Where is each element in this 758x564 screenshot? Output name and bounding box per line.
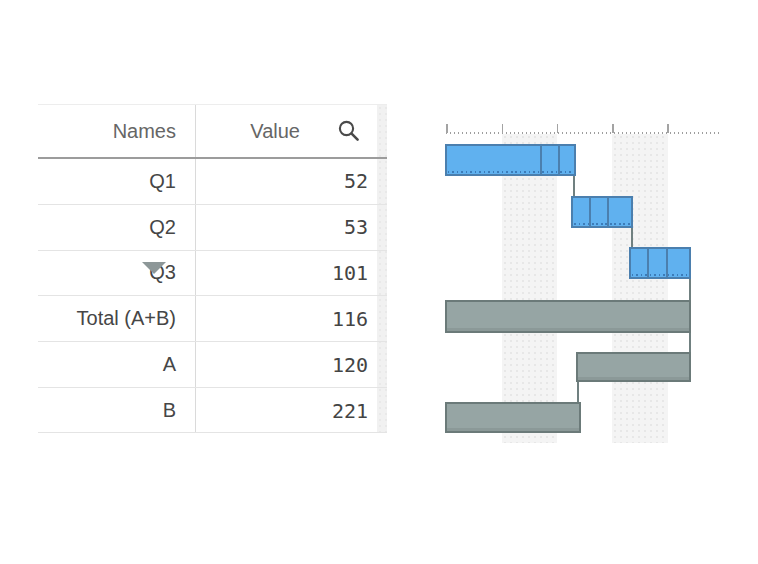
bar-segment-divider <box>647 247 649 279</box>
app-canvas: Names Value Q152Q253Q3101Total (A+B)116A… <box>0 0 758 564</box>
bar-b[interactable] <box>445 402 581 433</box>
alternating-band <box>612 134 668 443</box>
waterfall-connector <box>631 228 633 248</box>
axis-dotted-line <box>446 132 719 134</box>
waterfall-chart <box>0 0 758 564</box>
bar-segment-divider <box>558 144 560 176</box>
bar-segment-divider <box>589 196 591 228</box>
waterfall-connector <box>577 382 579 403</box>
alternating-band <box>502 134 557 443</box>
bar-segment-divider <box>607 196 609 228</box>
waterfall-connector <box>573 176 575 197</box>
bar-q3[interactable] <box>629 247 691 279</box>
axis-tick <box>557 124 559 133</box>
axis-tick <box>502 124 504 133</box>
bar-segment-divider <box>540 144 542 176</box>
bar-q1[interactable] <box>445 144 576 176</box>
bar-segment-divider <box>666 247 668 279</box>
axis-tick <box>446 124 448 133</box>
waterfall-connector <box>689 333 691 353</box>
bar-total-a-b-[interactable] <box>445 300 691 333</box>
bar-a[interactable] <box>576 352 691 382</box>
axis-tick <box>612 124 614 133</box>
waterfall-connector <box>689 279 691 301</box>
axis-tick <box>667 124 669 133</box>
bar-q2[interactable] <box>571 196 633 228</box>
